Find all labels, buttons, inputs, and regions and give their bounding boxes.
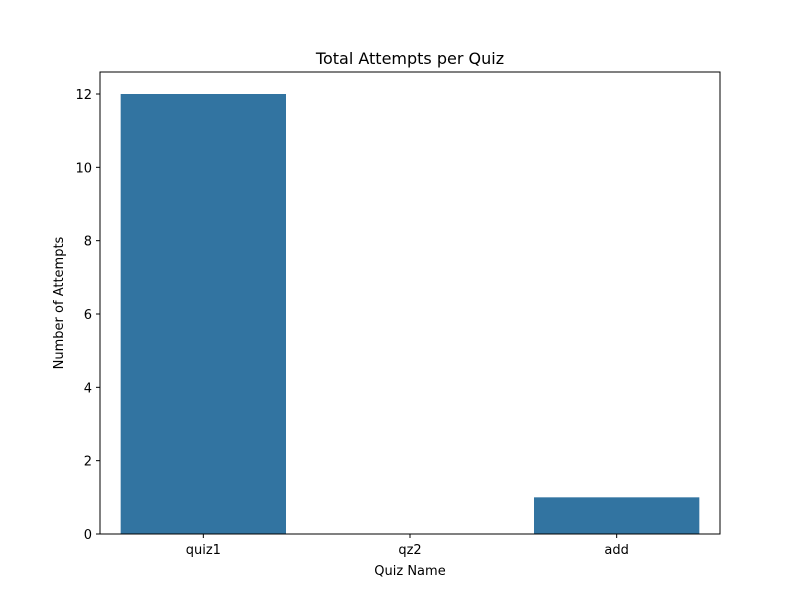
x-tick-label: add [604, 543, 628, 558]
y-tick-label: 10 [75, 161, 92, 176]
y-tick-label: 4 [84, 381, 92, 396]
x-tick-label: qz2 [398, 543, 421, 558]
bar-quiz1 [120, 94, 287, 534]
y-tick-label: 2 [84, 455, 92, 470]
y-axis-label: Number of Attempts [52, 236, 67, 369]
plot-frame [99, 71, 721, 535]
x-axis-label: Quiz Name [374, 564, 445, 579]
x-tick-label: quiz1 [186, 543, 221, 558]
y-tick-label: 8 [84, 235, 92, 250]
bar-add [534, 497, 700, 534]
y-tick-label: 0 [84, 528, 92, 543]
y-tick-label: 6 [84, 308, 92, 323]
bars-group [120, 94, 700, 534]
y-axis-ticks: 0 2 4 6 8 10 12 [75, 88, 100, 543]
chart-title: Total Attempts per Quiz [315, 49, 504, 68]
y-tick-label: 12 [75, 88, 92, 103]
x-axis-ticks: quiz1 qz2 add [186, 534, 629, 558]
